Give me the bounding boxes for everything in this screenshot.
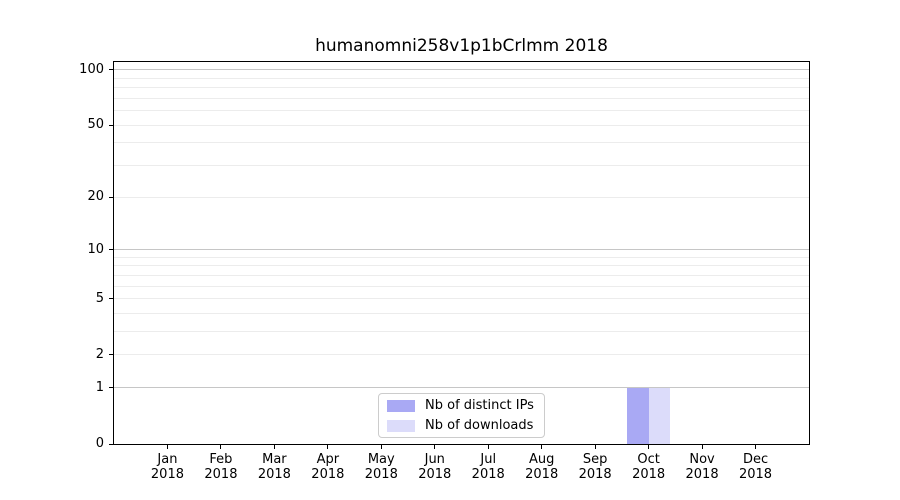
gridline-minor xyxy=(114,97,809,99)
x-tick-month: Apr xyxy=(316,452,340,467)
y-tick-label: 1 xyxy=(95,379,104,395)
axes: 0 1 2 5 10 20 50 100 Jan 2018 Feb 2018 Mar 2018 Apr 201… xyxy=(79,61,810,482)
legend-item: Nb of downloads xyxy=(387,417,536,434)
y-tick-label: 50 xyxy=(87,117,104,133)
x-tick-year: 2018 xyxy=(738,467,773,482)
gridline-minor xyxy=(114,265,809,267)
x-tick-label: Feb 2018 xyxy=(189,452,253,482)
gridline-minor xyxy=(114,164,809,166)
x-tick-month: Nov xyxy=(689,452,715,467)
x-tick-label: Jul 2018 xyxy=(456,452,520,482)
gridline-minor xyxy=(114,354,809,356)
gridline-minor xyxy=(114,142,809,144)
x-tick-year: 2018 xyxy=(418,467,452,482)
x-tick-year: 2018 xyxy=(525,467,559,482)
legend-swatch xyxy=(387,399,415,412)
gridline-minor xyxy=(114,274,809,276)
x-tick-year: 2018 xyxy=(150,467,184,482)
x-tick-mark xyxy=(648,445,650,449)
gridline-minor xyxy=(114,124,809,126)
x-tick-label: Mar 2018 xyxy=(242,452,306,482)
x-tick-year: 2018 xyxy=(311,467,345,482)
legend-swatch xyxy=(387,419,415,432)
x-tick-mark xyxy=(755,445,757,449)
y-tick-label: 100 xyxy=(79,61,104,77)
x-tick-year: 2018 xyxy=(471,467,505,482)
x-tick-label: Aug 2018 xyxy=(510,452,574,482)
y-tick-mark xyxy=(109,249,114,250)
x-tick-label: Sep 2018 xyxy=(563,452,627,482)
y-tick-label: 20 xyxy=(87,189,104,205)
y-tick-mark xyxy=(109,354,114,356)
x-tick-month: Jul xyxy=(480,452,497,467)
y-tick-mark xyxy=(109,387,114,389)
bar xyxy=(627,387,649,444)
x-tick-month: Mar xyxy=(262,452,287,467)
x-tick-mark xyxy=(166,445,168,449)
y-tick-mark xyxy=(109,443,114,445)
x-tick-year: 2018 xyxy=(578,467,612,482)
x-tick-mark xyxy=(594,445,596,449)
x-tick-label: Dec 2018 xyxy=(724,452,788,482)
x-tick-year: 2018 xyxy=(685,467,719,482)
legend-label: Nb of downloads xyxy=(425,417,534,433)
x-tick-mark xyxy=(220,445,222,449)
x-tick-mark xyxy=(380,445,382,449)
y-tick-label: 5 xyxy=(95,290,104,306)
x-tick-year: 2018 xyxy=(257,467,291,482)
x-tick-mark xyxy=(487,445,489,449)
x-tick-mark xyxy=(701,445,703,449)
x-tick-year: 2018 xyxy=(632,467,666,482)
chart-title: humanomni258v1p1bCrlmm 2018 xyxy=(315,36,608,56)
y-tick-label: 10 xyxy=(87,241,104,257)
x-tick-month: Feb xyxy=(209,452,233,467)
x-tick-month: Oct xyxy=(637,452,660,467)
gridline-minor xyxy=(114,196,809,198)
bar xyxy=(648,387,670,444)
gridline-major xyxy=(114,387,809,389)
gridline-minor xyxy=(114,298,809,300)
x-tick-month: Sep xyxy=(582,452,608,467)
legend-item: Nb of distinct IPs xyxy=(387,397,536,414)
x-tick-month: Jan xyxy=(157,452,178,467)
y-tick-mark xyxy=(109,124,114,126)
x-tick-label: Jan 2018 xyxy=(135,452,199,482)
x-tick-label: May 2018 xyxy=(349,452,413,482)
x-tick-mark xyxy=(434,445,436,449)
y-tick-label: 2 xyxy=(95,346,104,362)
x-tick-month: Dec xyxy=(742,452,769,467)
x-tick-month: Aug xyxy=(528,452,555,467)
x-tick-year: 2018 xyxy=(204,467,238,482)
gridline-minor xyxy=(114,87,809,89)
y-tick-label: 0 xyxy=(95,436,104,451)
gridline-major xyxy=(114,249,809,250)
y-tick-mark xyxy=(109,298,114,300)
x-tick-year: 2018 xyxy=(364,467,398,482)
x-tick-label: Nov 2018 xyxy=(670,452,734,482)
gridline-minor xyxy=(114,256,809,258)
legend: Nb of distinct IPs Nb of downloads xyxy=(378,393,545,438)
gridline-minor xyxy=(114,285,809,287)
gridline-minor xyxy=(114,110,809,112)
y-tick-mark xyxy=(109,69,114,71)
x-tick-label: Oct 2018 xyxy=(617,452,681,482)
gridline-minor xyxy=(114,331,809,333)
x-tick-label: Apr 2018 xyxy=(296,452,360,482)
gridline-minor xyxy=(114,312,809,314)
x-tick-mark xyxy=(273,445,275,449)
x-tick-mark xyxy=(541,445,543,449)
gridline-minor xyxy=(114,77,809,79)
legend-label: Nb of distinct IPs xyxy=(425,397,534,413)
x-tick-label: Jun 2018 xyxy=(403,452,467,482)
gridline-major xyxy=(114,69,809,71)
x-tick-month: May xyxy=(367,452,395,467)
x-tick-mark xyxy=(327,445,329,449)
x-tick-month: Jun xyxy=(424,452,445,467)
y-tick-mark xyxy=(109,196,114,198)
